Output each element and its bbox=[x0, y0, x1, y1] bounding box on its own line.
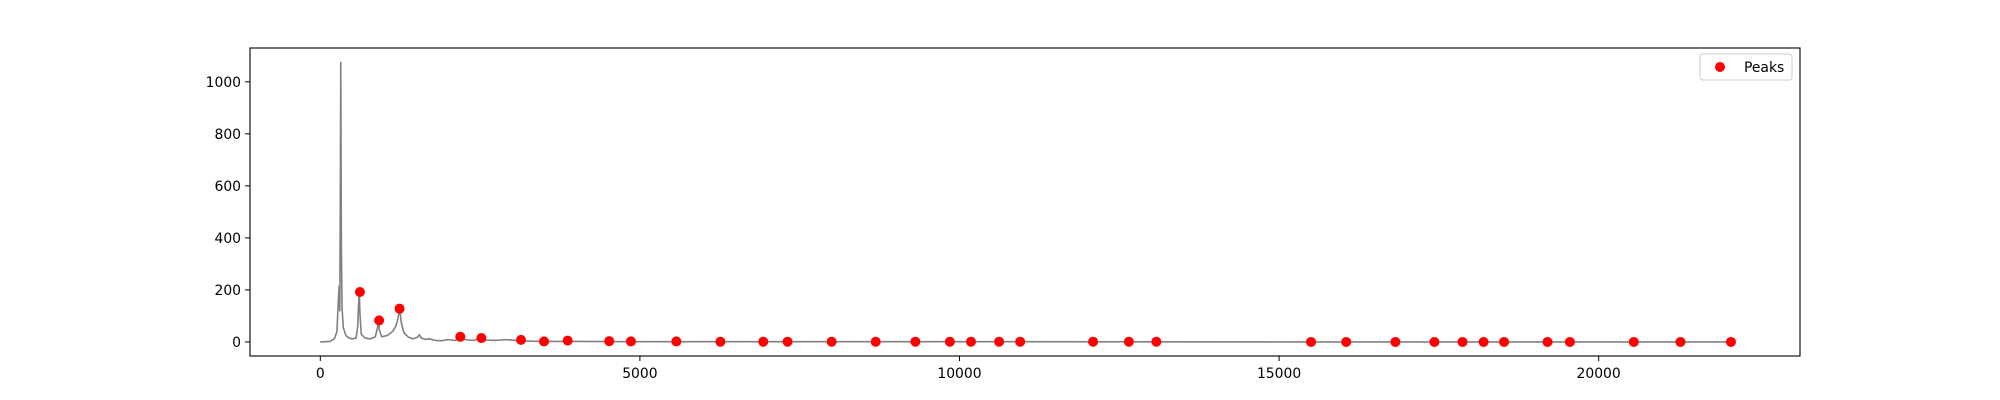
peak-marker bbox=[782, 336, 793, 347]
peak-marker bbox=[910, 336, 921, 347]
peak-marker bbox=[1015, 336, 1026, 347]
peak-marker bbox=[1478, 336, 1489, 347]
peak-marker bbox=[539, 336, 550, 347]
peak-marker bbox=[758, 336, 769, 347]
y-tick-label: 0 bbox=[232, 335, 241, 351]
peak-marker bbox=[604, 336, 615, 347]
peak-marker bbox=[1499, 336, 1510, 347]
axes-border bbox=[249, 47, 1801, 357]
peak-marker bbox=[516, 334, 527, 345]
line-series bbox=[320, 61, 1730, 343]
peak-marker bbox=[476, 333, 487, 344]
legend-label: Peaks bbox=[1744, 60, 1784, 76]
x-tick-label: 0 bbox=[316, 366, 325, 382]
y-tick-label: 600 bbox=[214, 179, 241, 195]
y-axis: 0 200 400 600 800 1000 bbox=[206, 75, 250, 351]
peak-marker bbox=[715, 336, 726, 347]
peak-marker bbox=[562, 335, 573, 346]
peak-marker bbox=[671, 336, 682, 347]
legend: Peaks bbox=[1699, 53, 1793, 81]
legend-box bbox=[1699, 53, 1793, 81]
peaks-series bbox=[354, 287, 1736, 347]
x-tick-label: 15000 bbox=[1257, 366, 1301, 382]
x-axis: 0 5000 10000 15000 20000 bbox=[316, 356, 1621, 382]
peak-marker bbox=[1390, 336, 1401, 347]
plot-area bbox=[249, 47, 1801, 357]
peak-marker bbox=[1429, 336, 1440, 347]
peak-marker bbox=[1628, 336, 1639, 347]
y-tick-label: 400 bbox=[214, 231, 241, 247]
x-tick-label: 10000 bbox=[937, 366, 981, 382]
peak-marker bbox=[944, 336, 955, 347]
peak-marker bbox=[1542, 336, 1553, 347]
peak-marker bbox=[455, 331, 466, 342]
peak-marker bbox=[870, 336, 881, 347]
peak-marker bbox=[1564, 336, 1575, 347]
y-tick-label: 1000 bbox=[206, 75, 241, 91]
peak-marker bbox=[1341, 336, 1352, 347]
peak-marker bbox=[965, 336, 976, 347]
peak-marker bbox=[994, 336, 1005, 347]
peak-marker bbox=[354, 287, 365, 298]
peak-marker bbox=[394, 303, 405, 314]
peak-marker bbox=[625, 336, 636, 347]
peak-marker bbox=[1306, 336, 1317, 347]
peak-marker bbox=[1123, 336, 1134, 347]
peak-marker bbox=[1675, 336, 1686, 347]
peak-marker bbox=[826, 336, 837, 347]
x-tick-label: 5000 bbox=[622, 366, 657, 382]
x-tick-label: 20000 bbox=[1577, 366, 1621, 382]
legend-marker bbox=[1715, 62, 1725, 72]
peak-marker bbox=[1151, 336, 1162, 347]
peak-marker bbox=[1457, 336, 1468, 347]
peak-marker bbox=[374, 315, 385, 326]
signal-line bbox=[320, 61, 1730, 343]
peak-marker bbox=[1725, 336, 1736, 347]
y-tick-label: 200 bbox=[214, 283, 241, 299]
peak-marker bbox=[1088, 336, 1099, 347]
y-tick-label: 800 bbox=[214, 127, 241, 143]
